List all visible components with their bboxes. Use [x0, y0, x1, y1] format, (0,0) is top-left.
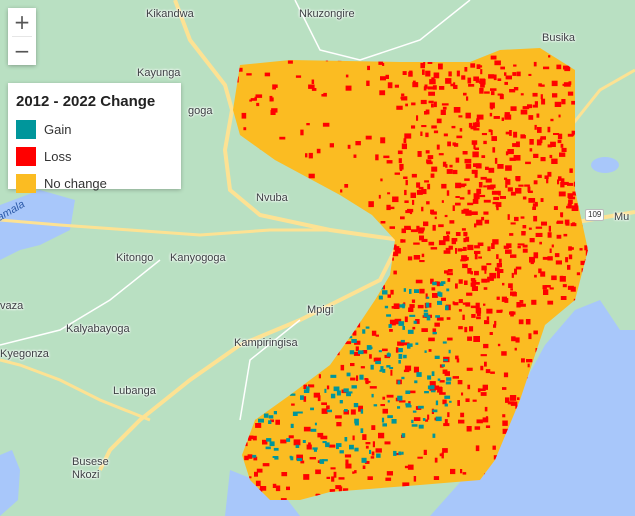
legend-item-loss: Loss [16, 143, 173, 170]
legend-label-loss: Loss [44, 149, 72, 164]
place-label-nvuba: Nvuba [256, 192, 288, 204]
place-label-kitongo: Kitongo [116, 252, 154, 264]
place-label-busika: Busika [542, 32, 576, 44]
place-label-busese-nkozi: Busese Nkozi [72, 456, 109, 481]
legend-panel: 2012 - 2022 Change Gain Loss No change [8, 83, 181, 193]
zoom-out-button[interactable]: − [8, 37, 36, 65]
place-label-kampiringisa: Kampiringisa [234, 337, 298, 349]
zoom-in-button[interactable]: + [8, 8, 36, 36]
change-speckles [233, 55, 588, 500]
place-label-kalyabayoga: Kalyabayoga [66, 323, 130, 335]
legend-swatch-no-change [16, 174, 36, 193]
place-label-mu: Mu [614, 211, 630, 223]
lake-east [591, 157, 619, 173]
place-label-vaza: vaza [0, 300, 24, 312]
place-label-kanyogoga: Kanyogoga [170, 252, 226, 264]
place-label-mpigi: Mpigi [307, 304, 334, 316]
legend-item-gain: Gain [16, 116, 173, 143]
lake-west [0, 190, 75, 260]
place-label-kikandwa: Kikandwa [146, 8, 194, 20]
place-label-kyegonza: Kyegonza [0, 348, 49, 360]
road-minor2 [239, 319, 301, 421]
road-west [0, 218, 330, 237]
road-minor [0, 259, 161, 346]
zoom-control: + − [8, 8, 36, 65]
zoom-separator [12, 36, 32, 37]
legend-title: 2012 - 2022 Change [16, 93, 156, 110]
road-south [98, 239, 402, 471]
place-label-goga: goga [188, 105, 213, 117]
road-minor3 [294, 0, 471, 61]
legend-label-gain: Gain [44, 122, 72, 137]
place-label-lubanga: Lubanga [113, 385, 156, 397]
lake-southwest [0, 450, 20, 516]
legend-label-no-change: No change [44, 176, 107, 191]
lake-south [225, 470, 300, 516]
place-label-nkuzongire: Nkuzongire [299, 8, 355, 20]
legend-swatch-loss [16, 147, 36, 166]
legend-swatch-gain [16, 120, 36, 139]
place-label-kayunga: Kayunga [137, 67, 181, 79]
road-shield-109: 109 [585, 209, 605, 221]
legend-item-no-change: No change [16, 170, 173, 197]
road-southwest [0, 358, 151, 422]
